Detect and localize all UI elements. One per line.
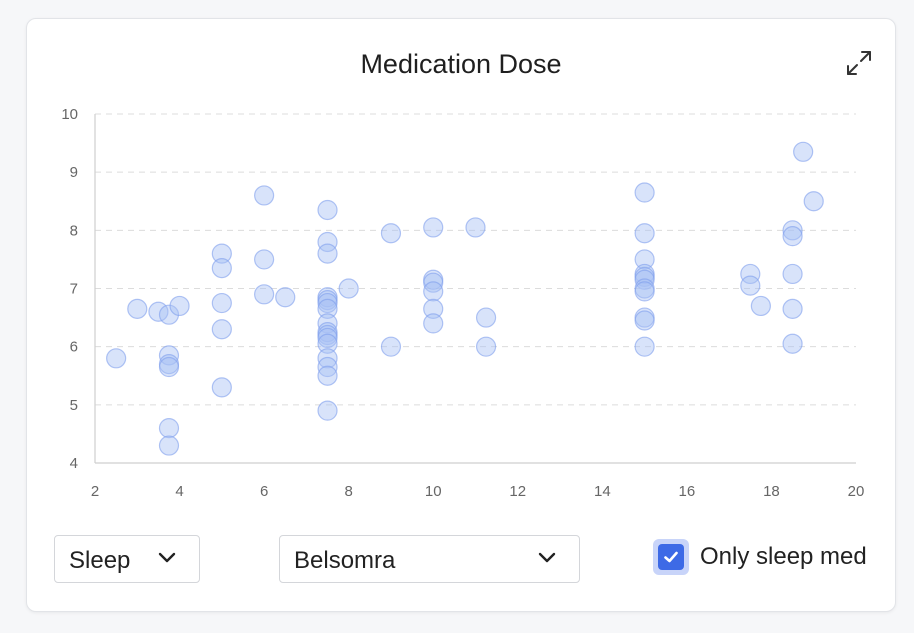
data-point[interactable] — [465, 217, 486, 238]
data-point[interactable] — [317, 199, 338, 221]
only-sleep-med-checkbox[interactable] — [653, 539, 689, 575]
data-point[interactable] — [254, 249, 275, 270]
data-point[interactable] — [803, 191, 824, 212]
x-tick-label: 16 — [679, 483, 696, 500]
data-point[interactable] — [127, 298, 148, 319]
x-tick-label: 2 — [91, 483, 99, 500]
medication-select-value: Belsomra — [294, 547, 396, 574]
data-point[interactable] — [634, 336, 655, 357]
data-point[interactable] — [158, 418, 180, 439]
data-point[interactable] — [634, 223, 655, 244]
chevron-down-icon — [538, 552, 556, 563]
data-point[interactable] — [423, 298, 444, 319]
data-point[interactable] — [634, 310, 655, 331]
data-point[interactable] — [380, 336, 402, 357]
data-point[interactable] — [740, 263, 761, 285]
data-point[interactable] — [158, 435, 180, 456]
only-sleep-med-toggle[interactable]: Only sleep med — [653, 537, 867, 577]
data-point[interactable] — [793, 141, 814, 162]
data-point[interactable] — [634, 281, 655, 302]
data-point[interactable] — [782, 298, 803, 319]
data-point[interactable] — [380, 223, 402, 244]
data-point[interactable] — [317, 327, 338, 349]
data-point[interactable] — [317, 292, 338, 314]
data-point[interactable] — [740, 275, 761, 296]
data-point[interactable] — [782, 333, 803, 354]
data-point[interactable] — [275, 287, 296, 308]
data-point[interactable] — [254, 284, 275, 305]
data-point[interactable] — [317, 356, 338, 378]
x-tick-label: 20 — [848, 483, 865, 500]
data-point[interactable] — [338, 278, 359, 299]
data-point[interactable] — [634, 182, 655, 203]
data-point[interactable] — [169, 295, 190, 317]
data-point[interactable] — [317, 365, 338, 386]
y-tick-label: 8 — [70, 222, 78, 239]
chart-title: Medication Dose — [360, 49, 562, 79]
y-tick-label: 7 — [70, 281, 78, 298]
only-sleep-med-label: Only sleep med — [700, 543, 867, 570]
chevron-down-icon — [158, 552, 176, 563]
data-point[interactable] — [317, 298, 338, 319]
data-point[interactable] — [475, 336, 497, 357]
data-point[interactable] — [423, 313, 444, 334]
data-point[interactable] — [158, 304, 180, 325]
y-tick-label: 5 — [70, 397, 78, 414]
data-point[interactable] — [317, 333, 338, 354]
data-point[interactable] — [317, 348, 338, 369]
data-point[interactable] — [211, 292, 232, 314]
expand-icon[interactable] — [845, 49, 873, 77]
data-point[interactable] — [475, 307, 497, 328]
y-tick-label: 4 — [70, 455, 78, 472]
data-point[interactable] — [750, 295, 771, 317]
data-point[interactable] — [317, 243, 338, 264]
data-point[interactable] — [423, 217, 444, 238]
medication-select[interactable]: Belsomra — [279, 535, 580, 583]
data-point[interactable] — [211, 243, 232, 264]
data-point[interactable] — [634, 249, 655, 270]
data-point[interactable] — [106, 348, 127, 369]
x-tick-label: 6 — [260, 483, 268, 500]
x-tick-label: 8 — [344, 483, 352, 500]
x-tick-label: 10 — [425, 483, 442, 500]
data-point[interactable] — [782, 226, 803, 247]
category-select[interactable]: Sleep — [54, 535, 200, 583]
data-point[interactable] — [211, 319, 232, 340]
data-point[interactable] — [254, 185, 275, 206]
y-tick-label: 6 — [70, 339, 78, 356]
y-tick-label: 10 — [61, 106, 78, 123]
x-tick-label: 4 — [175, 483, 183, 500]
data-point[interactable] — [782, 220, 803, 241]
data-point[interactable] — [317, 400, 338, 421]
data-point[interactable] — [782, 263, 803, 285]
check-icon — [664, 551, 678, 563]
chart-card: Medication Dose 4 5 6 7 8 9 10 2 4 6 8 10 12 14 16 18 20… — [26, 18, 896, 612]
data-point[interactable] — [211, 258, 232, 279]
category-select-value: Sleep — [69, 547, 131, 574]
x-tick-label: 18 — [763, 483, 780, 500]
data-point[interactable] — [211, 377, 232, 398]
data-point[interactable] — [158, 345, 180, 366]
data-point[interactable] — [317, 231, 338, 253]
data-points — [106, 141, 824, 456]
data-point[interactable] — [423, 281, 444, 302]
data-point[interactable] — [317, 313, 338, 334]
y-tick-label: 9 — [70, 164, 78, 181]
data-point[interactable] — [634, 269, 655, 290]
x-tick-label: 14 — [594, 483, 611, 500]
x-tick-label: 12 — [509, 483, 526, 500]
data-point[interactable] — [423, 272, 444, 293]
data-point[interactable] — [158, 356, 180, 378]
